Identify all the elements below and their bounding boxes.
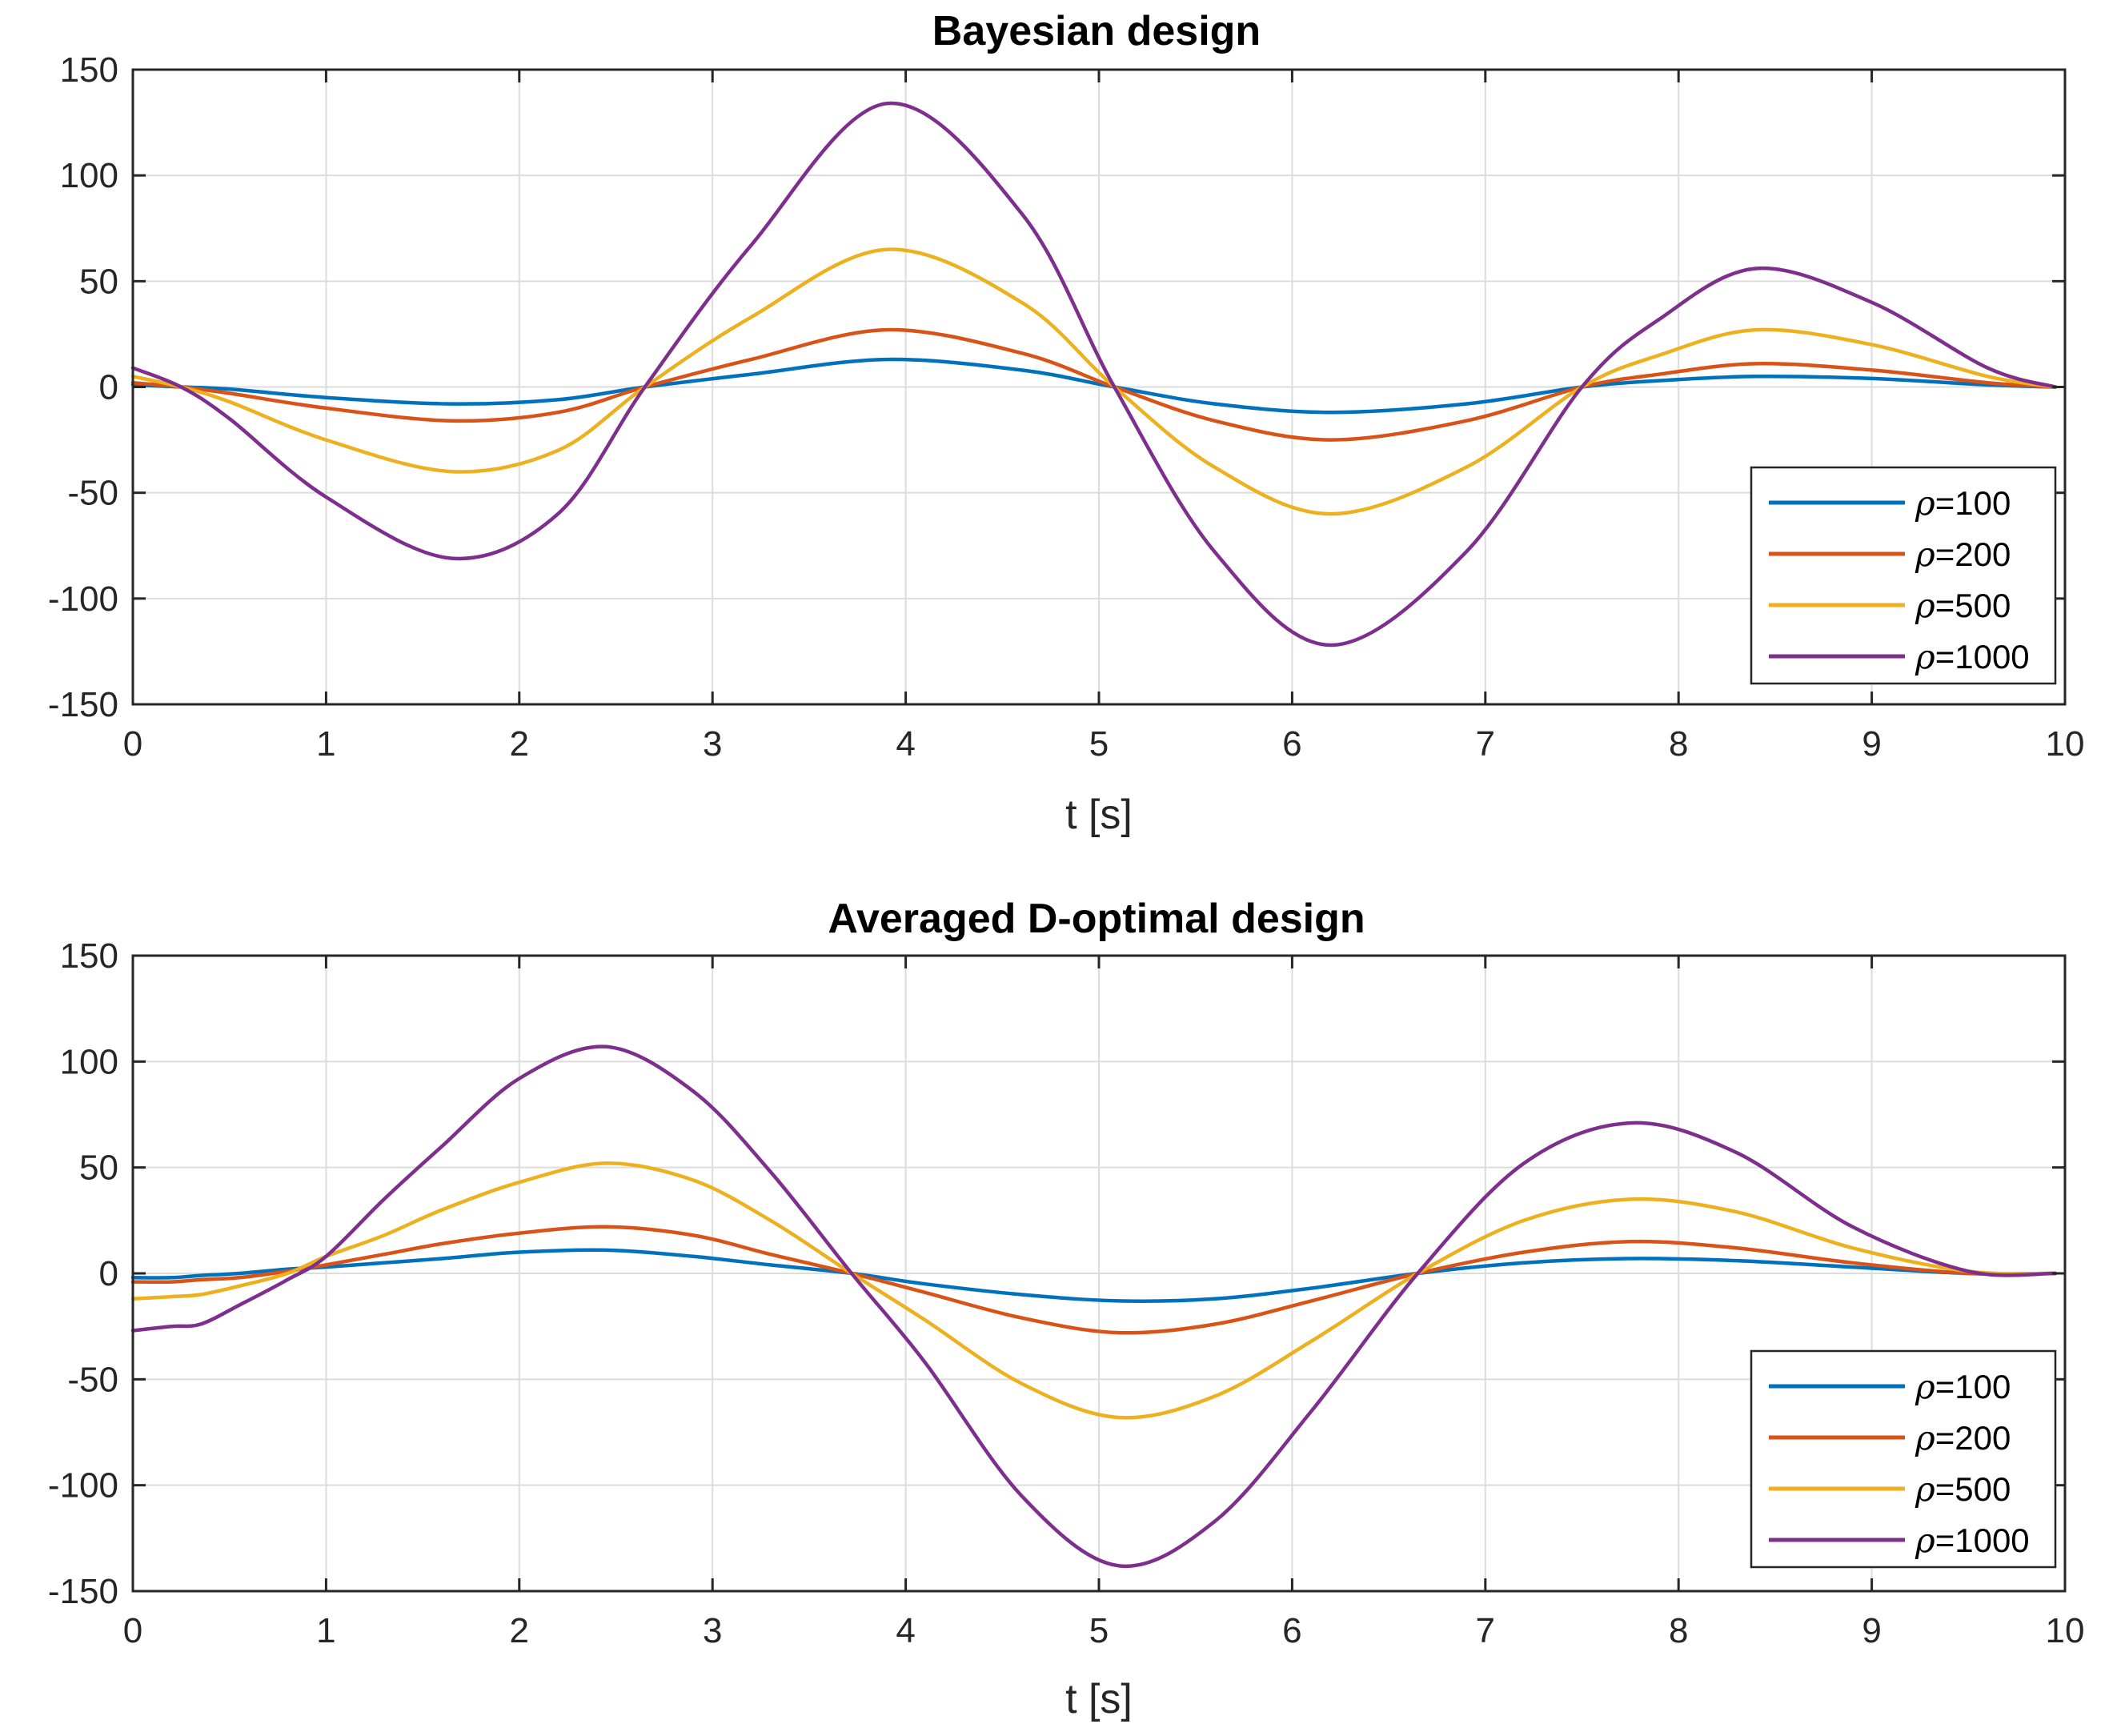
- y-tick-label: -100: [48, 579, 118, 619]
- x-tick-label: 1: [316, 724, 335, 764]
- series-line-200: [130, 327, 2058, 442]
- y-tick-label: -100: [48, 1466, 118, 1505]
- legend-entry-label: ρ=1000: [1915, 1521, 2030, 1560]
- x-tick-label: 2: [510, 1611, 529, 1650]
- y-tick-label: 50: [79, 262, 118, 301]
- x-tick-label: 1: [316, 1611, 335, 1650]
- y-tick-label: 50: [79, 1149, 118, 1188]
- chart-bayesian-design: Bayesian design 0 1 2 3 4 5 6 7 8 9 10 150 100 50 0 -50…: [48, 8, 2085, 838]
- x-tick-label: 6: [1282, 724, 1301, 764]
- x-tick-label: 5: [1089, 724, 1109, 764]
- series-line-100: [130, 357, 2058, 415]
- x-tick-label: 8: [1669, 724, 1688, 764]
- x-tick-label: 3: [703, 1611, 722, 1650]
- x-tick-label: 4: [896, 1611, 915, 1650]
- series-line-100: [130, 1248, 2058, 1303]
- x-tick-label: 3: [703, 724, 722, 764]
- chart-averaged-d-optimal-design: Averaged D-optimal design 0 1 2 3 4 5 6 7 8 9 10 15…: [48, 896, 2085, 1722]
- series-line-1000: [130, 101, 2058, 647]
- x-tick-label: 0: [123, 724, 142, 764]
- x-axis-label: t [s]: [1065, 792, 1133, 838]
- series-line-1000: [130, 1044, 2058, 1569]
- y-tick-label: -50: [67, 1360, 118, 1399]
- x-axis-label: t [s]: [1065, 1676, 1133, 1722]
- chart-title: Averaged D-optimal design: [828, 896, 1365, 942]
- y-tick-label: 150: [60, 50, 118, 90]
- legend-entry-label: ρ=200: [1915, 535, 2011, 574]
- y-tick-label: 100: [60, 1042, 118, 1081]
- x-tick-label: 9: [1862, 1611, 1881, 1650]
- legend-entry-label: ρ=100: [1915, 1367, 2011, 1406]
- legend: ρ=100 ρ=200 ρ=500 ρ=1000: [1750, 466, 2057, 685]
- y-tick-label: 0: [99, 368, 118, 407]
- y-tick-label: 100: [60, 156, 118, 195]
- x-tick-label: 9: [1862, 724, 1881, 764]
- x-tick-label: 0: [123, 1611, 142, 1650]
- y-tick-label: -150: [48, 1572, 118, 1611]
- x-tick-label: 7: [1476, 724, 1495, 764]
- legend-entry-label: ρ=200: [1915, 1418, 2011, 1457]
- legend: ρ=100 ρ=200 ρ=500 ρ=1000: [1750, 1349, 2057, 1569]
- x-tick-label: 2: [510, 724, 529, 764]
- y-tick-label: 150: [60, 936, 118, 976]
- x-tick-label: 5: [1089, 1611, 1109, 1650]
- x-tick-label: 8: [1669, 1611, 1688, 1650]
- chart-title: Bayesian design: [932, 8, 1261, 54]
- x-tick-label: 6: [1282, 1611, 1301, 1650]
- x-tick-label: 7: [1476, 1611, 1495, 1650]
- legend-entry-label: ρ=500: [1915, 586, 2011, 625]
- y-tick-label: -50: [67, 474, 118, 513]
- legend-entry-label: ρ=1000: [1915, 637, 2030, 676]
- series-line-500: [130, 247, 2058, 516]
- y-tick-label: -150: [48, 685, 118, 724]
- x-tick-label: 10: [2046, 1611, 2085, 1650]
- legend-entry-label: ρ=100: [1915, 483, 2011, 523]
- legend-entry-label: ρ=500: [1915, 1469, 2011, 1509]
- x-tick-label: 4: [896, 724, 915, 764]
- y-tick-label: 0: [99, 1254, 118, 1293]
- x-tick-label: 10: [2046, 724, 2085, 764]
- series-line-200: [130, 1225, 2058, 1335]
